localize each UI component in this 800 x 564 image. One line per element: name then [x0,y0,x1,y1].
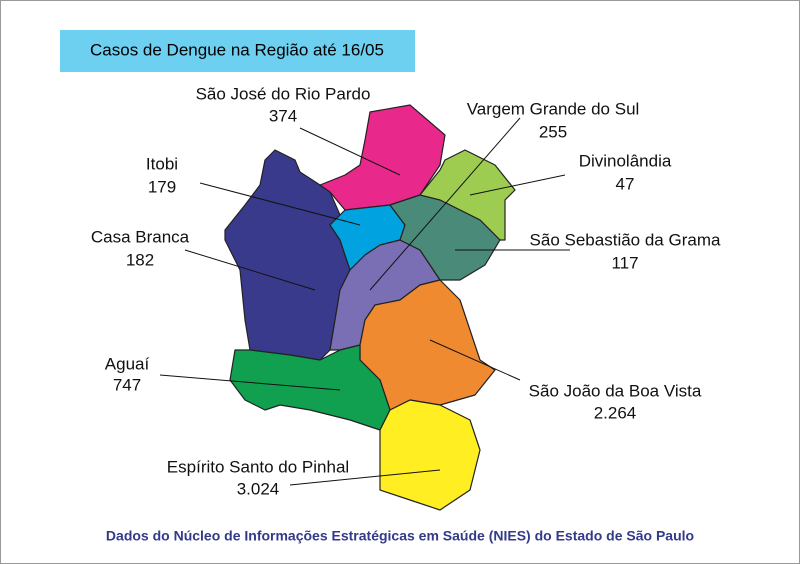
region-sao-sebastiao [389,194,501,281]
region-name: Divinolândia [579,151,672,170]
region-name: São José do Rio Pardo [196,84,371,103]
region-cases: 747 [113,375,141,394]
leader-line [289,469,441,486]
region-name: Itobi [146,154,178,173]
region-cases: 179 [148,177,176,196]
leader-line [159,374,341,391]
region-cases: 47 [616,174,635,193]
leader-line [469,174,566,196]
region-cases: 255 [539,122,567,141]
region-espirito-santo [379,399,481,511]
footer: Dados do Núcleo de Informações Estratégi… [106,528,694,544]
region-name: Vargem Grande do Sul [467,99,640,118]
region-name: Aguaí [105,354,150,373]
region-cases: 2.264 [594,403,637,422]
region-cases: 3.024 [237,479,280,498]
leader-line [299,127,401,176]
region-cases: 117 [611,253,638,272]
leader-line [369,117,521,291]
title-box [60,30,415,72]
region-name: São João da Boa Vista [529,381,702,400]
leader-line [184,249,316,291]
title: Casos de Dengue na Região até 16/05 [90,40,384,59]
leader-line [199,182,361,226]
region-cases: 374 [269,106,297,125]
region-name: Casa Branca [91,227,190,246]
region-name: Espírito Santo do Pinhal [167,457,349,476]
leader-line [429,339,521,381]
region-cases: 182 [126,250,154,269]
region-name: São Sebastião da Grama [530,230,721,249]
